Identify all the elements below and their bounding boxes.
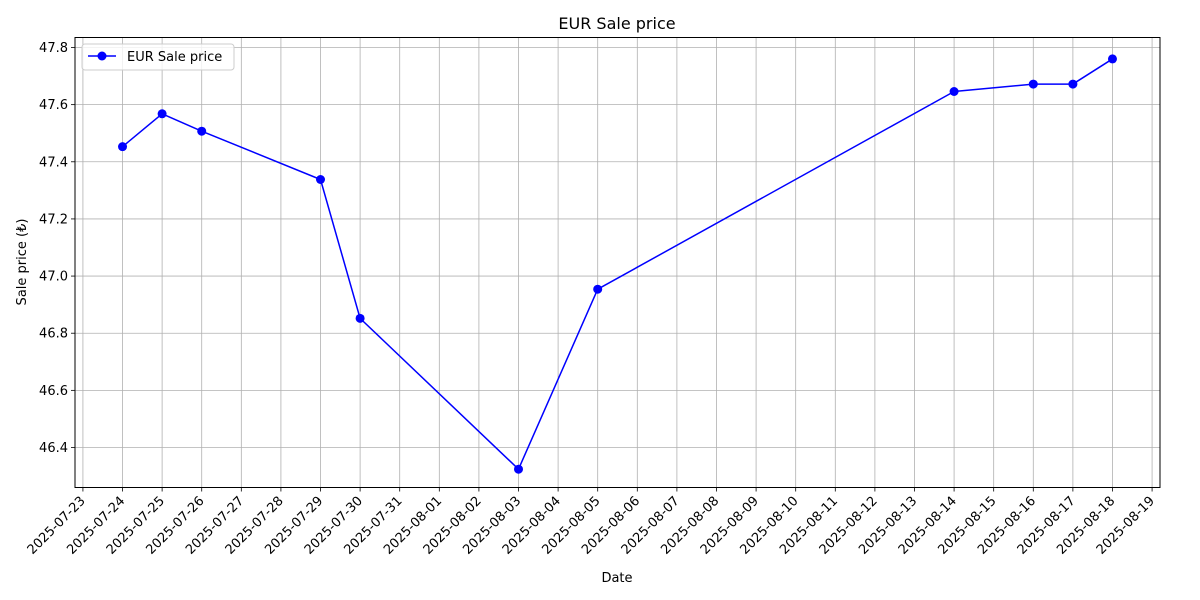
y-tick-label: 47.2 [39, 212, 68, 227]
legend: EUR Sale price [81, 43, 235, 71]
data-point [1028, 79, 1038, 89]
legend-box [81, 43, 235, 71]
y-tick-label: 46.4 [39, 441, 68, 456]
y-axis-label: Sale price (₺) [15, 219, 30, 306]
y-tick-label: 46.6 [39, 384, 68, 399]
data-point [197, 126, 207, 136]
y-tick-label: 47.4 [39, 155, 68, 170]
legend-label: EUR Sale price [127, 50, 222, 65]
x-axis-label: Date [601, 571, 632, 586]
y-tick-label: 47.6 [39, 98, 68, 113]
data-point [1068, 79, 1078, 89]
series-layer [118, 54, 1117, 474]
data-point [118, 142, 128, 152]
y-tick-label: 46.8 [39, 327, 68, 342]
data-point [157, 109, 167, 119]
data-point [514, 464, 524, 474]
y-axis: 46.4 46.6 46.8 47.0 47.2 47.4 47.6 47.8 [39, 41, 75, 456]
plot-frame [74, 37, 1161, 488]
chart-title: EUR Sale price [558, 14, 675, 33]
y-tick-label: 47.0 [39, 270, 68, 285]
y-tick-label: 47.8 [39, 41, 68, 56]
data-point [316, 175, 326, 184]
data-point [593, 284, 603, 294]
data-point [1107, 54, 1117, 64]
data-point [949, 87, 959, 96]
data-point [355, 313, 365, 323]
legend-marker [97, 51, 107, 61]
